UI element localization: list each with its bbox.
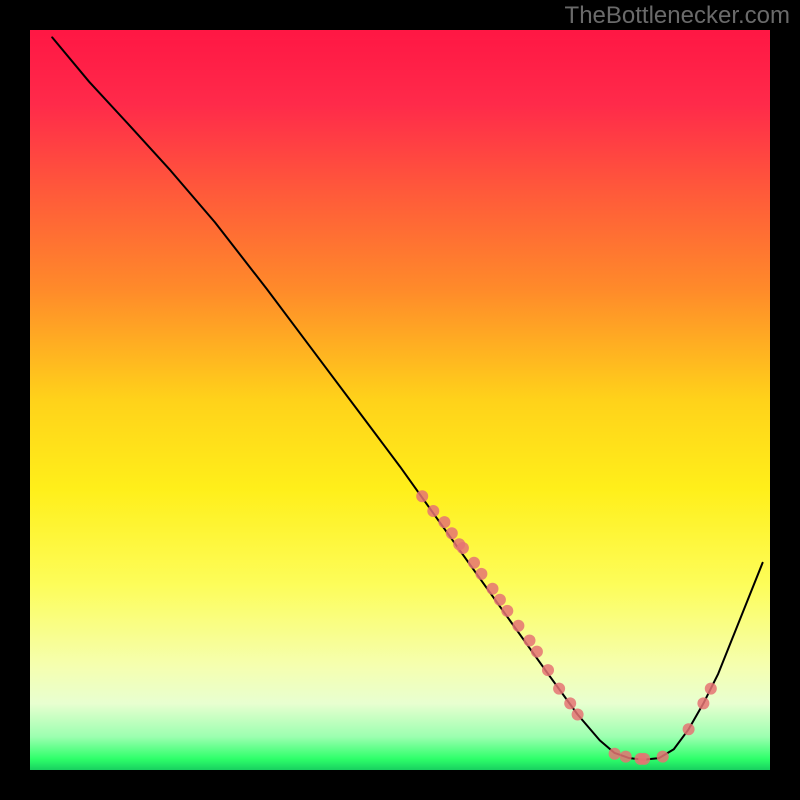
- data-marker: [438, 516, 450, 528]
- attribution-label: TheBottlenecker.com: [565, 2, 790, 30]
- data-marker: [683, 723, 695, 735]
- data-marker: [494, 594, 506, 606]
- data-marker: [572, 709, 584, 721]
- data-marker: [475, 568, 487, 580]
- data-marker: [553, 683, 565, 695]
- data-marker: [427, 505, 439, 517]
- data-marker: [542, 664, 554, 676]
- chart-container: TheBottlenecker.com: [0, 0, 800, 800]
- data-marker: [416, 490, 428, 502]
- data-marker: [487, 583, 499, 595]
- data-marker: [620, 751, 632, 763]
- data-marker: [468, 557, 480, 569]
- data-marker: [524, 635, 536, 647]
- data-marker: [638, 753, 650, 765]
- data-marker: [446, 527, 458, 539]
- data-marker: [512, 620, 524, 632]
- plot-background: [30, 30, 770, 770]
- data-marker: [501, 605, 513, 617]
- data-marker: [564, 697, 576, 709]
- data-marker: [609, 748, 621, 760]
- data-marker: [697, 697, 709, 709]
- data-marker: [531, 646, 543, 658]
- data-marker: [457, 542, 469, 554]
- data-marker: [657, 751, 669, 763]
- data-marker: [705, 683, 717, 695]
- bottleneck-chart: [0, 0, 800, 800]
